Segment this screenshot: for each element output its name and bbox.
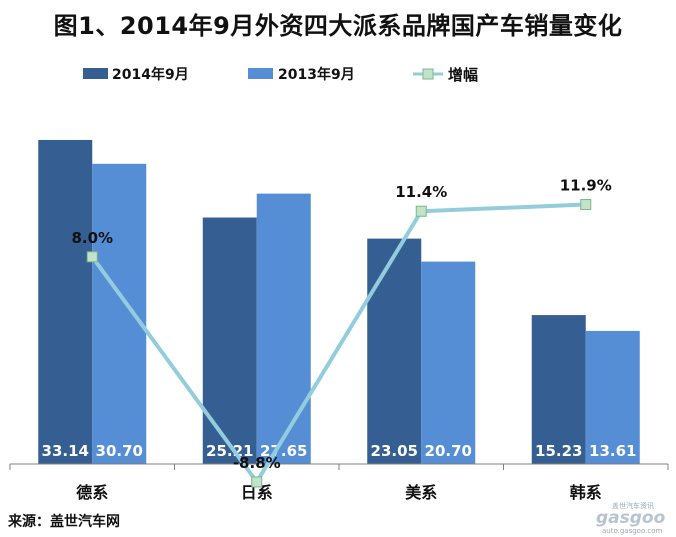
bar-2013-1 bbox=[256, 193, 311, 464]
bar-value-label: 13.61 bbox=[589, 442, 636, 460]
bars bbox=[38, 139, 640, 465]
legend-label-2014: 2014年9月 bbox=[112, 66, 189, 83]
bar-2013-2 bbox=[421, 261, 476, 464]
bar-2014-1 bbox=[202, 217, 257, 464]
bar-value-labels: 33.14 30.70 25.21 27.65 23.05 20.70 15.23 13.61 bbox=[42, 442, 637, 460]
bar-value-label: 23.05 bbox=[371, 442, 418, 460]
growth-label: 11.9% bbox=[560, 177, 612, 195]
watermark-tagline: 盖世汽车资讯 bbox=[612, 501, 654, 510]
bar-2014-0 bbox=[38, 139, 93, 464]
growth-label: 11.4% bbox=[395, 183, 447, 201]
bar-value-label: 20.70 bbox=[425, 442, 472, 460]
bar-2014-2 bbox=[367, 238, 422, 464]
bar-value-label: 25.21 bbox=[206, 442, 253, 460]
growth-label: -8.8% bbox=[233, 454, 281, 472]
legend-marker-growth bbox=[422, 68, 434, 80]
growth-line: 8.0% -8.8% 11.4% 11.9% bbox=[71, 177, 612, 488]
growth-point bbox=[251, 476, 263, 488]
bar-2014-3 bbox=[531, 315, 586, 464]
legend-swatch-2014 bbox=[83, 68, 108, 79]
x-tick-label: 韩系 bbox=[570, 483, 602, 502]
bar-2013-0 bbox=[92, 163, 147, 465]
x-tick-label: 日系 bbox=[241, 483, 273, 502]
chart-title: 图1、2014年9月外资四大派系品牌国产车销量变化 bbox=[53, 12, 623, 40]
watermark-domain: auto.gasgoo.com bbox=[602, 527, 662, 535]
x-axis: 德系 日系 美系 韩系 bbox=[9, 463, 669, 502]
growth-point bbox=[415, 205, 427, 217]
bar-value-label: 15.23 bbox=[535, 442, 582, 460]
legend: 2014年9月 2013年9月 增幅 bbox=[83, 66, 478, 84]
bar-2013-3 bbox=[585, 330, 640, 464]
bar-value-label: 33.14 bbox=[42, 442, 89, 460]
x-tick-label: 美系 bbox=[405, 483, 437, 502]
watermark-brand: gasgoo bbox=[596, 508, 666, 528]
legend-swatch-2013 bbox=[248, 68, 273, 79]
source-note: 来源：盖世汽车网 bbox=[8, 514, 120, 530]
gasgoo-watermark: 盖世汽车资讯 gasgoo auto.gasgoo.com bbox=[596, 501, 666, 535]
legend-label-growth: 增幅 bbox=[448, 66, 478, 84]
bar-value-label: 30.70 bbox=[96, 442, 143, 460]
growth-series-line bbox=[90, 202, 586, 484]
legend-label-2013: 2013年9月 bbox=[278, 66, 355, 83]
growth-label: 8.0% bbox=[71, 229, 113, 247]
x-tick-label: 德系 bbox=[76, 483, 108, 502]
growth-point bbox=[86, 251, 98, 263]
growth-point bbox=[580, 199, 592, 211]
